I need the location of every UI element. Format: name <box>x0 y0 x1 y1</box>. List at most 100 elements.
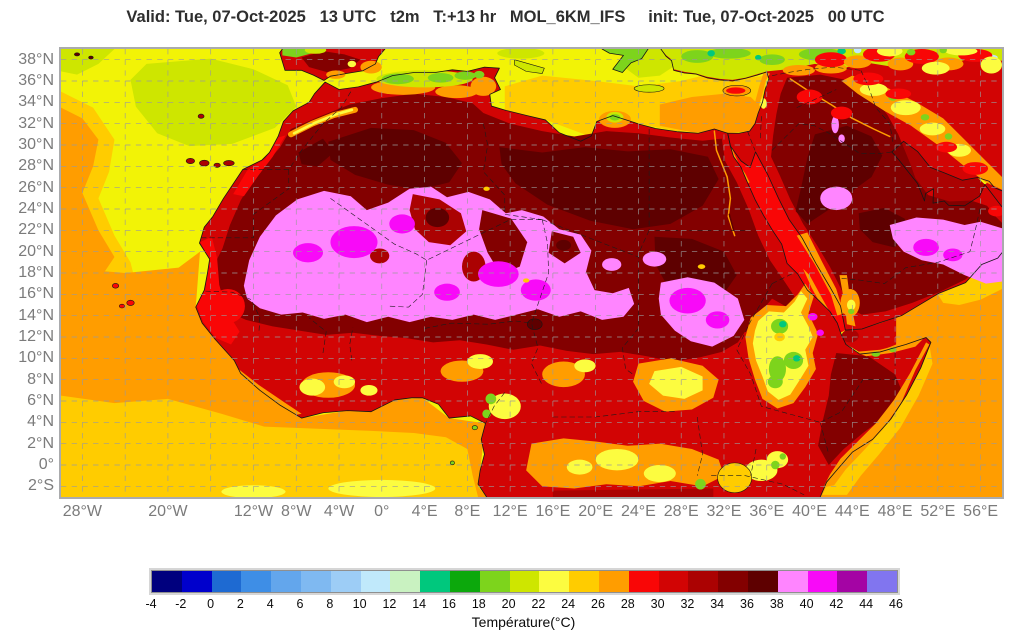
colorbar-tick: 46 <box>889 597 903 611</box>
atlantic-cool-corner <box>61 49 115 75</box>
lat-label: 34°N <box>18 93 54 111</box>
lon-label: 16°E <box>535 503 571 520</box>
magenta-heat-cores <box>293 214 730 329</box>
colorbar-tick: 20 <box>501 597 516 611</box>
colorbar-cell <box>211 571 242 592</box>
lat-label: 4°N <box>27 413 54 431</box>
colorbar-tick: -2 <box>175 597 187 611</box>
colorbar-tick: 10 <box>352 597 367 611</box>
lon-label: 36°E <box>749 503 785 520</box>
lat-label: 24°N <box>18 200 54 217</box>
colorbar-tick: 0 <box>207 597 215 611</box>
colorbar-tick: 12 <box>382 597 397 611</box>
colorbar-tick: 26 <box>591 597 605 611</box>
lon-label: 56°E <box>963 503 999 520</box>
colorbar-cell <box>181 571 212 592</box>
persian-gulf <box>891 141 985 206</box>
colorbar-tick: 40 <box>799 597 814 611</box>
colorbar-tick: 2 <box>236 597 244 611</box>
lat-label: 2°S <box>28 477 54 495</box>
colorbar-tick: 42 <box>829 597 844 611</box>
colorbar-tick: 34 <box>710 597 725 611</box>
colorbar-tick: 4 <box>266 597 274 611</box>
colorbar-cell <box>420 571 450 592</box>
ethiopia-highlands <box>752 291 813 400</box>
colorbar-cell <box>628 571 659 592</box>
lat-label: 16°N <box>18 285 54 303</box>
lat-label: 38°N <box>18 50 54 68</box>
colorbar-tick: 18 <box>471 597 486 611</box>
lon-label: 28°W <box>62 503 103 520</box>
country-borders <box>200 66 981 496</box>
colorbar-tick: 22 <box>531 597 546 611</box>
colorbar-tick: 16 <box>442 597 456 611</box>
sicily <box>514 59 545 74</box>
lon-label: 4°W <box>323 503 355 520</box>
lon-label: 4°E <box>411 503 438 520</box>
colorbar-tick: -4 <box>145 597 157 611</box>
colorbar-tick: 14 <box>412 597 427 611</box>
colorbar-cell <box>390 571 421 592</box>
lat-label: 18°N <box>18 264 54 281</box>
colorbar-tick: 30 <box>650 597 665 611</box>
zagros-mountains <box>841 75 1002 190</box>
colorbar-cell <box>300 571 331 592</box>
lon-label: 8°W <box>281 503 312 520</box>
colorbar-tick: 8 <box>326 597 334 611</box>
colorbar-cell <box>509 571 540 592</box>
colorbar-tick: 38 <box>769 597 784 611</box>
colorbar-cell <box>449 571 480 592</box>
lon-label: 52°E <box>920 503 956 520</box>
colorbar-cell <box>837 571 868 592</box>
lon-label: 8°E <box>454 503 481 520</box>
temperature-map <box>61 49 1002 497</box>
colorbar-tick: 44 <box>859 597 874 611</box>
colorbar-cell <box>658 571 689 592</box>
lat-label: 6°N <box>27 392 54 409</box>
lon-label: 24°E <box>620 503 656 520</box>
lat-label: 14°N <box>18 306 54 324</box>
page-title: Valid: Tue, 07-Oct-2025 13 UTC t2m T:+13… <box>126 8 885 26</box>
lat-label: 20°N <box>18 242 54 260</box>
coastlines <box>195 49 1002 497</box>
lat-label: 36°N <box>18 72 54 89</box>
colorbar-cell <box>747 571 778 592</box>
lon-label: 40°E <box>792 503 827 520</box>
lake-chad <box>526 318 543 330</box>
colorbar-cell <box>330 571 361 592</box>
red-sea <box>730 146 846 333</box>
lake-victoria <box>717 462 753 494</box>
lat-label: 32°N <box>18 114 54 132</box>
lon-label: 0° <box>374 503 390 520</box>
lon-label: 20°W <box>148 503 188 520</box>
lon-label: 20°E <box>578 503 614 520</box>
lon-label: 28°E <box>663 503 699 520</box>
colorbar-cell <box>152 571 182 592</box>
colorbar-cell <box>360 571 391 592</box>
galicia-cool <box>282 49 313 58</box>
lon-label: 12°E <box>492 503 528 520</box>
colorbar-cell <box>479 571 510 592</box>
lake-nasser <box>728 213 735 232</box>
lat-label: 30°N <box>18 136 54 153</box>
colorbar <box>149 568 900 595</box>
colorbar-cell <box>598 571 629 592</box>
lat-label: 2°N <box>27 434 54 452</box>
colorbar-cell <box>807 571 838 592</box>
colorbar-cell <box>867 571 897 592</box>
lat-label: 0° <box>38 456 54 473</box>
lon-label: 48°E <box>877 503 913 520</box>
lat-label: 10°N <box>18 349 54 367</box>
atlantic-islands <box>74 52 478 466</box>
lat-label: 12°N <box>18 328 54 345</box>
levant-coast <box>746 72 770 132</box>
atlantic-warm-tongue <box>61 107 115 279</box>
colorbar-cell <box>777 571 808 592</box>
colorbar-tick: 36 <box>740 597 754 611</box>
colorbar-cell <box>271 571 301 592</box>
lat-label: 28°N <box>18 157 54 175</box>
lon-label: 12°W <box>233 503 274 520</box>
greece-landmass <box>602 49 649 73</box>
lat-label: 8°N <box>27 370 54 388</box>
